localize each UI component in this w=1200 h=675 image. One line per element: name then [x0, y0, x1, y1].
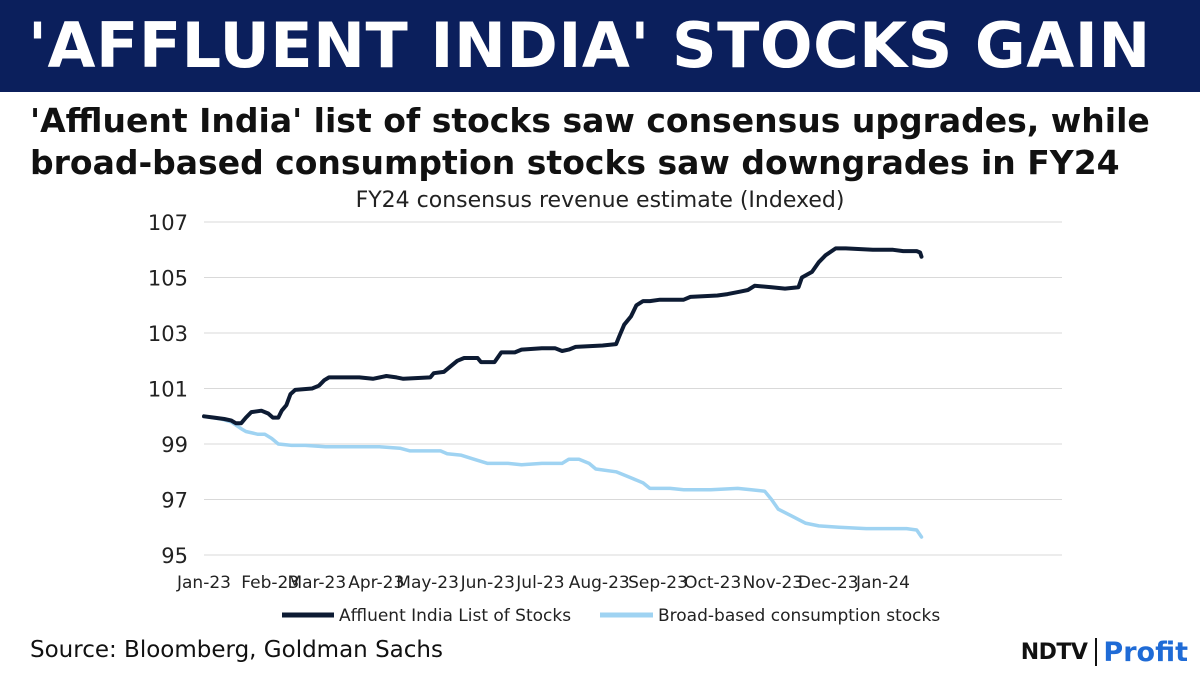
x-tick-label: Feb-23	[241, 573, 299, 593]
y-tick-label: 99	[161, 433, 188, 457]
page-title: 'AFFLUENT INDIA' STOCKS GAIN	[28, 9, 1151, 82]
subtitle-line-2: broad-based consumption stocks saw downg…	[30, 143, 1120, 182]
legend-label: Broad-based consumption stocks	[658, 606, 940, 626]
x-tick-label: Mar-23	[287, 573, 346, 593]
x-tick-label: Apr-23	[348, 573, 404, 593]
y-tick-label: 95	[161, 544, 188, 568]
logo-profit-text: Profit	[1103, 636, 1188, 668]
source-note: Source: Bloomberg, Goldman Sachs	[30, 637, 443, 663]
x-tick-label: Oct-23	[684, 573, 741, 593]
x-tick-label: Nov-23	[743, 573, 804, 593]
y-tick-label: 97	[161, 489, 188, 513]
legend-label: Affluent India List of Stocks	[339, 606, 571, 626]
title-banner: 'AFFLUENT INDIA' STOCKS GAIN	[0, 0, 1200, 92]
subtitle-line-1: 'Affluent India' list of stocks saw cons…	[30, 101, 1150, 140]
x-tick-label: Jul-23	[515, 573, 564, 593]
y-tick-label: 105	[148, 267, 188, 291]
x-tick-label: Sep-23	[628, 573, 688, 593]
y-axis: 95 97 99 101 103 105 107	[148, 211, 188, 568]
legend: Affluent India List of Stocks Broad-based…	[282, 606, 940, 626]
series-affluent-india	[202, 246, 924, 426]
x-tick-label: Jan-23	[176, 573, 231, 593]
y-tick-label: 103	[148, 322, 188, 346]
subtitle: 'Affluent India' list of stocks saw cons…	[30, 100, 1180, 184]
x-tick-label: Aug-23	[569, 573, 630, 593]
logo-ndtv-text: NDTV	[1020, 639, 1088, 665]
chart-title: FY24 consensus revenue estimate (Indexed…	[356, 188, 845, 213]
ndtv-profit-logo: NDTV Profit	[1021, 634, 1188, 670]
grid-lines	[204, 221, 1062, 556]
y-tick-label: 101	[148, 378, 188, 402]
logo-divider	[1095, 638, 1098, 666]
series-broad-based	[202, 414, 924, 539]
x-tick-label: Jan-24	[855, 573, 910, 593]
x-tick-label: Jun-23	[460, 573, 515, 593]
x-tick-label: Dec-23	[798, 573, 859, 593]
series-lines	[202, 246, 924, 539]
x-tick-label: May-23	[396, 573, 459, 593]
y-tick-label: 107	[148, 211, 188, 235]
